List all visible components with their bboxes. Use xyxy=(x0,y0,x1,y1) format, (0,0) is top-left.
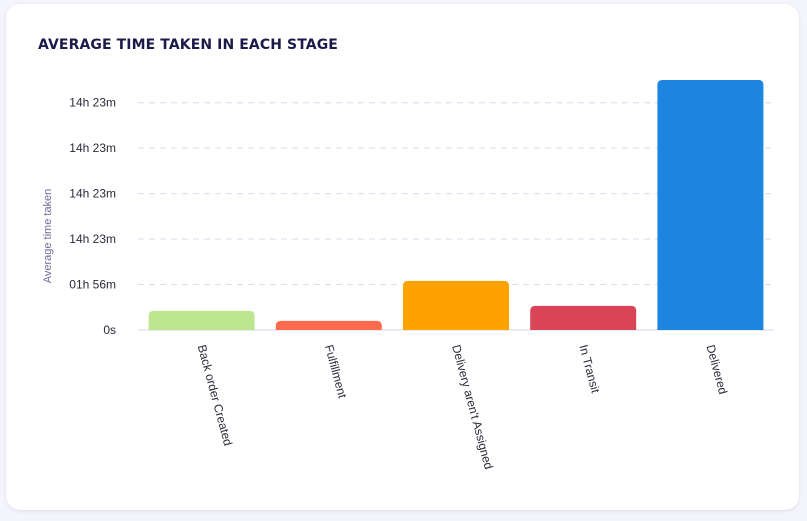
bar-chart: 0s 01h 56m 14h 23m 14h 23m 14h 23m 14h 23m Ave… xyxy=(42,80,774,471)
bar[interactable] xyxy=(657,80,764,330)
y-tick-label: 0s xyxy=(103,323,116,337)
y-axis-title: Average time taken xyxy=(42,189,54,284)
x-category-label: Back order Created xyxy=(195,343,235,447)
x-category-label: In Transit xyxy=(576,343,602,395)
x-category-label: Delivery aren't Assigned xyxy=(449,343,496,471)
chart-card: AVERAGE TIME TAKEN IN EACH STAGE 0s 01h 5… xyxy=(6,4,799,510)
bar[interactable] xyxy=(148,310,255,330)
y-tick-label: 14h 23m xyxy=(69,187,116,201)
x-category-label: Fulfillment xyxy=(322,343,350,400)
bar[interactable] xyxy=(530,305,637,330)
y-tick-label: 14h 23m xyxy=(69,141,116,155)
chart-title: AVERAGE TIME TAKEN IN EACH STAGE xyxy=(38,37,338,53)
bar[interactable] xyxy=(275,320,382,330)
y-tick-label: 14h 23m xyxy=(69,232,116,246)
x-category-label: Delivered xyxy=(704,343,731,396)
bar[interactable] xyxy=(403,280,509,330)
y-tick-label: 14h 23m xyxy=(69,96,116,110)
y-tick-label: 01h 56m xyxy=(69,278,116,292)
